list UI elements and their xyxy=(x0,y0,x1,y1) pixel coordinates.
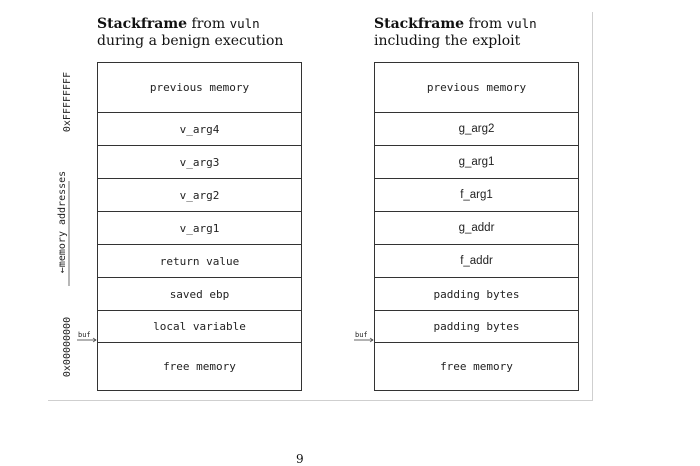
left-cell-v-arg2: v_arg2 xyxy=(98,178,301,211)
right-cell-padding-bytes-1: padding bytes xyxy=(375,277,578,310)
left-buf-label: buf xyxy=(78,331,91,339)
left-cell-previous-memory: previous memory xyxy=(149,81,250,94)
figure-bottom-rule xyxy=(48,400,593,401)
right-stack-title: Stackframe from vuln including the explo… xyxy=(374,15,537,50)
right-title-line2: including the exploit xyxy=(374,33,521,49)
left-title-rest: from xyxy=(187,16,230,32)
left-title-line2: during a benign execution xyxy=(97,33,284,49)
right-cell-padding-bytes-2: padding bytes xyxy=(375,310,578,342)
right-buf-label: buf xyxy=(355,331,368,339)
left-cell-local-variable: local variable xyxy=(98,310,301,342)
right-cell-previous-memory: previous memory xyxy=(426,81,527,94)
right-stack: previous memory g_arg2 g_arg1 f_arg1 g_a… xyxy=(374,62,579,391)
left-title-bold: Stackframe xyxy=(97,16,188,32)
figure-right-rule xyxy=(592,12,593,401)
right-cell-g-arg2: g_arg2 xyxy=(375,112,578,145)
right-cell-free-memory: free memory xyxy=(375,342,578,390)
right-title-rest: from xyxy=(464,16,507,32)
right-cell-g-arg1: g_arg1 xyxy=(375,145,578,178)
left-cell-free-memory: free memory xyxy=(98,342,301,390)
left-cell-v-arg1: v_arg1 xyxy=(98,211,301,244)
left-buf-arrow-icon xyxy=(77,337,97,343)
left-cell-v-arg4: v_arg4 xyxy=(98,112,301,145)
left-cell-v-arg3: v_arg3 xyxy=(98,145,301,178)
right-cell-g-addr: g_addr xyxy=(375,211,578,244)
right-title-bold: Stackframe xyxy=(374,16,465,32)
left-cell-return-value: return value xyxy=(98,244,301,277)
page-number: 9 xyxy=(296,452,304,466)
left-stack: previous memory v_arg4 v_arg3 v_arg2 v_a… xyxy=(97,62,302,391)
right-cell-f-addr: f_addr xyxy=(375,244,578,277)
left-stack-title: Stackframe from vuln during a benign exe… xyxy=(97,15,283,50)
right-title-mono: vuln xyxy=(506,16,537,31)
right-buf-arrow-icon xyxy=(354,337,374,343)
left-cell-saved-ebp: saved ebp xyxy=(98,277,301,310)
left-title-mono: vuln xyxy=(229,16,260,31)
right-cell-f-arg1: f_arg1 xyxy=(375,178,578,211)
